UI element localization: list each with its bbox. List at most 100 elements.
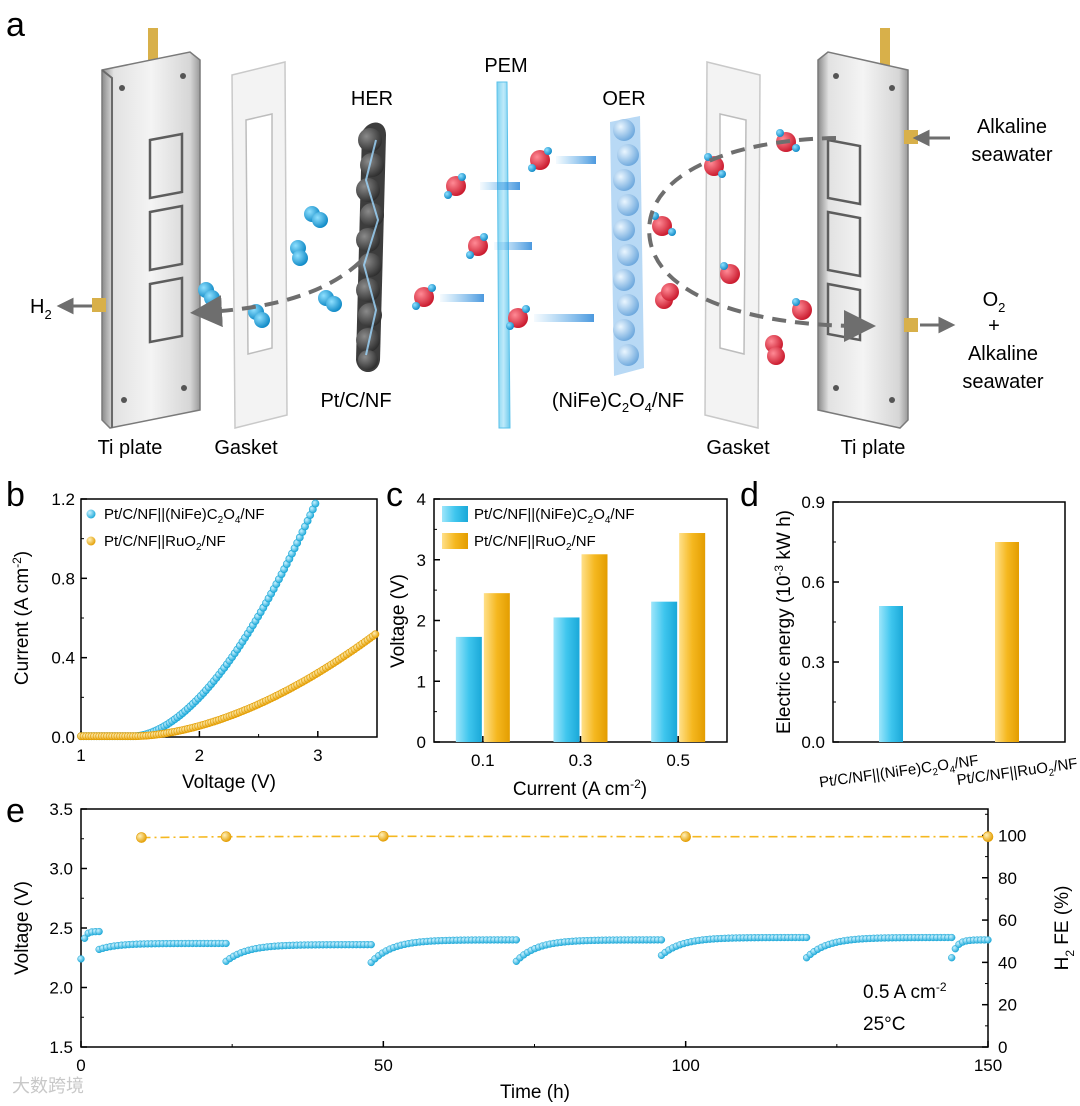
ti-plate-left-illustration [92,28,201,429]
panel-e-xlabel: Time (h) [500,1082,570,1103]
panel-e-voltage-point [657,936,666,944]
panel-c-ticks: 0 1 2 3 4 0.1 0.3 0.5 [417,490,690,770]
panel-e-voltage-point [95,927,103,936]
panel-e-ylabel-right-b: FE (%) [1052,886,1073,950]
legend-b-series1-c: /NF [240,506,264,523]
panel-c-xlabel-main: Current (A cm [513,779,630,800]
panel-c-bars [455,533,706,742]
panel-c-ytick-label: 1 [417,672,426,691]
her-label: HER [351,88,393,110]
panel-b-points [77,499,380,741]
panel-e-fe-series [136,830,994,843]
panel-d: d 0.0 0.3 0.6 0.9 Electric energy (10-3 kW … [740,476,1079,792]
panel-b-xtick-label: 2 [195,746,204,765]
panel-c-xlabel: Current (A cm-2) [513,777,647,800]
legend-b-gold-marker [86,536,96,546]
panel-b-point-series1 [311,499,320,508]
legend-b-series2-a: Pt/C/NF||RuO [104,533,196,550]
h2-label-main: H [30,296,44,318]
panel-b-ytick-label: 1.2 [51,490,75,509]
seawater-flow-arrow [647,136,876,342]
panel-c-legend: Pt/C/NF||(NiFe)C2O4/NF Pt/C/NF||RuO2/NF [442,506,635,553]
panel-c-bar-series2 [581,554,608,742]
panel-d-ylabel-b: kW h) [774,510,795,565]
panel-d-ytick-label: 0.3 [801,653,825,672]
ti-plate-right-label: Ti plate [841,437,906,459]
panel-e-fe-line [141,835,988,839]
legend-b-series1-a: Pt/C/NF||(NiFe)C [104,506,218,523]
cathode-label: Pt/C/NF [320,390,391,412]
gasket-right-label: Gasket [706,437,770,459]
panel-e-ylabel-right-a: H [1052,957,1073,971]
panel-e-ylabel-right: H2 FE (%) [1052,886,1077,971]
plus-label: + [988,315,1000,337]
panel-e-annotation-current: 0.5 A cm-2 [863,980,947,1003]
panel-d-category-1-s1: 2 [932,767,939,779]
legend-c-series2-s1: 2 [566,542,572,553]
ti-plate-left-label: Ti plate [98,437,163,459]
panel-b: b 1 2 3 0.0 0.4 0.8 1.2 Voltage (V) Current (A… [6,476,380,793]
panel-a: a [6,6,1053,459]
pem-label: PEM [484,55,527,77]
panel-e: e 0 50 100 150 1.5 2.0 2.5 3.0 3.5 0 20 40 60 80 100 T… [6,792,1077,1103]
ti-plate-right-illustration [817,28,918,429]
panel-d-category-1-s2: 4 [949,764,956,776]
panel-c-bar-series1 [553,617,580,742]
panel-d-ytick-label: 0.9 [801,493,825,512]
panel-e-fe-point [680,831,691,843]
gasket-left-label: Gasket [214,437,278,459]
panel-d-bars [879,542,1019,742]
panel-e-ytick-left-label: 3.5 [49,800,73,819]
panel-a-letter: a [6,6,25,44]
gasket-right-illustration [704,61,761,429]
legend-c-series1-c: /NF [610,506,634,523]
panel-b-xlabel: Voltage (V) [182,772,276,793]
o2-out-arrow-icon [938,316,956,334]
panel-e-ytick-left-label: 1.5 [49,1038,73,1057]
legend-b-series1-s1: 2 [218,515,224,526]
h2-label-sub: 2 [44,307,51,322]
panel-e-xtick-label: 100 [671,1056,699,1075]
panel-d-ytick-label: 0.6 [801,573,825,592]
panel-e-voltage-point [948,933,956,942]
panel-d-ylabel: Electric energy (10-3 kW h) [772,510,795,734]
panel-b-ylabel-end: ) [12,551,33,557]
panel-d-ylabel-sup: -3 [772,565,786,576]
gasket-left-illustration [231,61,288,429]
panel-e-letter: e [6,792,25,830]
anode-label-a: (NiFe)C [552,390,622,412]
legend-c-series2-a: Pt/C/NF||RuO [474,533,566,550]
her-electrode-illustration [356,122,386,372]
panel-e-voltage-point [80,934,89,942]
panel-b-xtick-label: 1 [76,746,85,765]
alkaline-seawater-in-line2: seawater [971,144,1052,166]
o2-label-main: O [983,289,999,311]
panel-c-bar-series2 [679,533,706,742]
panel-b-ytick-label: 0.0 [51,728,75,747]
panel-c-letter: c [386,476,403,514]
panel-c-ytick-label: 2 [417,612,426,631]
legend-b-series1-b: O [223,506,235,523]
panel-e-xtick-label: 50 [374,1056,393,1075]
oer-electrode-illustration [610,116,644,376]
panel-e-ytick-left-label: 2.0 [49,979,73,998]
panel-b-ytick-label: 0.8 [51,569,75,588]
legend-b-series1: Pt/C/NF||(NiFe)C2O4/NF [104,506,265,526]
legend-c-series2-c: /NF [572,533,596,550]
panel-e-voltage-point [984,936,992,944]
panel-d-category-2-s1: 2 [1048,767,1055,779]
panel-e-ytick-right-label: 60 [998,911,1017,930]
panel-b-legend: Pt/C/NF||(NiFe)C2O4/NF Pt/C/NF||RuO 2/NF [86,506,265,553]
panel-e-ytick-right-label: 80 [998,869,1017,888]
panel-d-category-1-a: Pt/C/NF||(NiFe)C [818,759,933,792]
panel-d-category-1-b: O [936,756,950,774]
panel-e-xtick-label: 0 [76,1056,85,1075]
panel-c-bar-series1 [455,636,482,742]
panel-e-fe-point [220,831,232,843]
panel-d-category-2-c: /NF [1052,755,1078,775]
alkaline-seawater-out-line2: seawater [962,371,1043,393]
port-arrows [56,129,956,334]
panel-e-voltage-point [367,941,375,949]
watermark: 大数跨境 [12,1076,84,1097]
